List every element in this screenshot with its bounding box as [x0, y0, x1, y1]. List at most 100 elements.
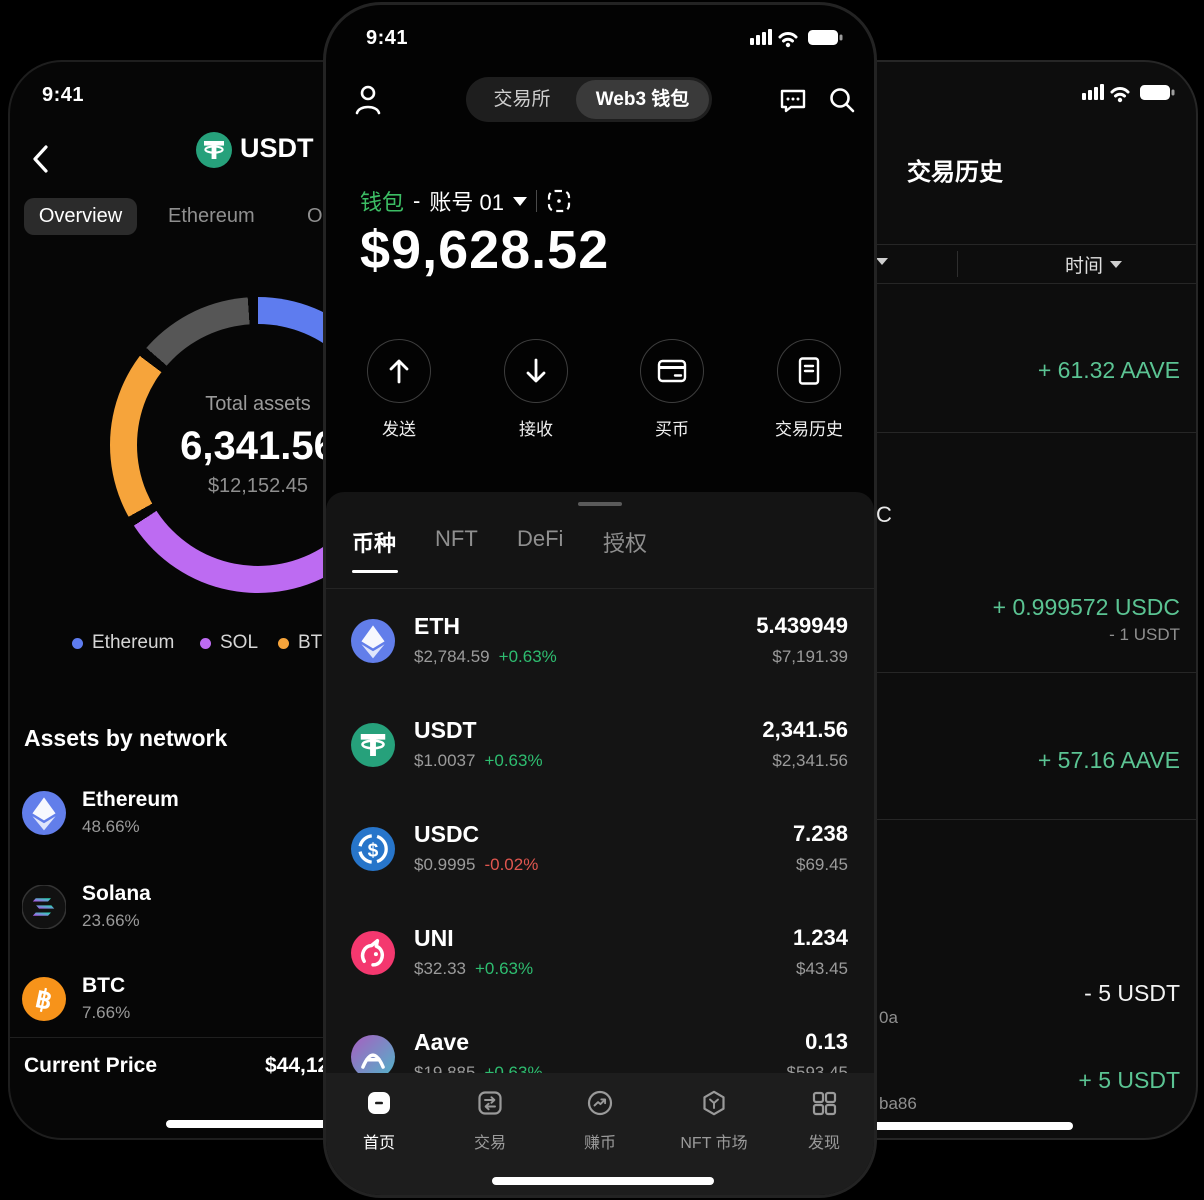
coin-value: $2,341.56: [772, 751, 848, 770]
section-title: Assets by network: [24, 725, 228, 751]
wallet-label: 钱包: [360, 190, 405, 215]
tab-overview[interactable]: Overview: [24, 198, 137, 235]
nav-label: 首页: [362, 1135, 395, 1152]
segmented-selected-pill: [576, 80, 709, 119]
coin-symbol: USDC: [414, 821, 480, 847]
tab-web3-wallet[interactable]: Web3 钱包: [595, 89, 690, 110]
legend-label: Ethereum: [92, 632, 175, 653]
buy-crypto-button[interactable]: 买币: [622, 339, 722, 440]
tab-defi[interactable]: DeFi: [517, 526, 564, 551]
total-assets-usd: $12,152.45: [207, 474, 309, 497]
network-percent: 48.66%: [82, 817, 140, 836]
filter-divider: [957, 251, 958, 277]
tab-nft[interactable]: NFT: [435, 526, 478, 551]
network-name: Solana: [82, 882, 151, 905]
segmented-control: 交易所 Web3 钱包: [466, 77, 712, 122]
drag-handle[interactable]: [578, 502, 622, 506]
nav-label: 交易: [473, 1135, 506, 1152]
current-price-label: Current Price: [24, 1054, 158, 1077]
legend-item-sol: SOL: [200, 632, 258, 654]
home-indicator[interactable]: [166, 1120, 466, 1128]
scan-icon[interactable]: [546, 188, 572, 214]
arrow-down-icon: [504, 339, 568, 403]
coin-change: +0.63%: [475, 959, 534, 978]
tx-amount: - 5 USDT: [1084, 980, 1180, 1006]
search-icon[interactable]: [827, 85, 857, 115]
divider: [646, 819, 1196, 820]
tab-approvals[interactable]: 授权: [603, 531, 648, 556]
tab-ethereum[interactable]: Ethereum: [168, 205, 255, 227]
receive-button[interactable]: 接收: [486, 339, 586, 440]
nav-trade[interactable]: 交易: [445, 1089, 535, 1153]
coin-row-eth[interactable]: ETH $2,784.59 +0.63% 5.439949 $7,191.39: [326, 589, 874, 693]
account-selector[interactable]: 钱包 - 账号 01: [360, 185, 572, 217]
home-indicator[interactable]: [492, 1177, 714, 1185]
divider: [646, 283, 1196, 284]
tx-amount: + 61.32 AAVE: [1037, 357, 1180, 383]
usdt-icon: [351, 723, 395, 767]
divider: [10, 1037, 618, 1038]
chevron-down-icon: [1110, 261, 1123, 268]
coin-row-usdt[interactable]: USDT $1.0037 +0.63% 2,341.56 $2,341.56: [326, 693, 874, 797]
aave-icon: [351, 1035, 395, 1079]
divider: [646, 244, 1196, 245]
active-tab-underline: [352, 570, 398, 573]
divider: [646, 672, 1196, 673]
tx-amount: + 5 USDT: [1078, 1067, 1180, 1093]
back-icon[interactable]: [30, 144, 52, 174]
legend-label: SOL: [220, 632, 259, 653]
coin-row-usdc[interactable]: $ USDC $0.9995 -0.02% 7.238 $69.45: [326, 797, 874, 901]
network-name: BTC: [82, 974, 126, 997]
discover-icon: [812, 1091, 837, 1116]
nav-home[interactable]: 首页: [334, 1089, 424, 1153]
total-assets-value: 6,341.56: [180, 423, 336, 468]
network-name: Ethereum: [82, 788, 179, 811]
action-label: 买币: [655, 420, 689, 439]
arrow-up-icon: [367, 339, 431, 403]
home-indicator[interactable]: [773, 1122, 1073, 1130]
profile-icon[interactable]: [352, 83, 384, 117]
tether-icon: [196, 132, 232, 168]
home-icon: [368, 1092, 390, 1114]
legend-item-ethereum: Ethereum: [72, 632, 174, 654]
history-button[interactable]: 交易历史: [759, 339, 859, 440]
coin-change: +0.63%: [484, 751, 543, 770]
time-filter-dropdown[interactable]: 时间: [1065, 251, 1123, 278]
coin-symbol: Aave: [414, 1029, 469, 1055]
coin-amount: 7.238: [792, 821, 848, 846]
coin-change: -0.02%: [484, 855, 539, 874]
send-button[interactable]: 发送: [349, 339, 449, 440]
account-name: 账号 01: [429, 190, 504, 215]
coin-price: $1.0037: [414, 751, 476, 770]
nav-earn[interactable]: 赚币: [555, 1089, 645, 1153]
coin-price: $2,784.59: [414, 647, 490, 666]
nav-nft-market[interactable]: NFT 市场: [661, 1089, 767, 1153]
chat-icon[interactable]: [778, 85, 808, 115]
tx-address-fragment: ba86: [879, 1094, 917, 1113]
coin-amount: 2,341.56: [762, 717, 848, 742]
coin-symbol: ETH: [414, 613, 460, 639]
tab-other[interactable]: O: [307, 205, 323, 227]
coin-amount: 0.13: [805, 1029, 848, 1054]
action-label: 交易历史: [775, 420, 843, 439]
tx-amount: + 57.16 AAVE: [1037, 747, 1180, 773]
tab-exchange[interactable]: 交易所: [493, 89, 551, 110]
filter-left-chevron-down-icon[interactable]: [876, 258, 888, 265]
coin-row-uni[interactable]: UNI $32.33 +0.63% 1.234 $43.45: [326, 901, 874, 1005]
tab-coins[interactable]: 币种: [352, 531, 397, 556]
phone-web3-wallet: 9:41 交易所 Web3 钱包: [323, 2, 877, 1198]
coin-price: $32.33: [414, 959, 466, 978]
action-label: 发送: [382, 420, 416, 439]
uni-icon: [351, 931, 395, 975]
chevron-down-icon: [512, 196, 527, 206]
current-price-value: $44,12: [265, 1054, 330, 1077]
svg-text:฿: ฿: [33, 985, 55, 1016]
page-title: USDT: [240, 133, 314, 163]
nav-discover[interactable]: 发现: [779, 1089, 869, 1153]
tx-amount: + 0.999572 USDC: [992, 594, 1180, 620]
usdc-icon: $: [351, 827, 395, 871]
legend-dot-btc: [278, 637, 289, 649]
nav-label: NFT 市场: [680, 1135, 748, 1152]
legend-dot-sol: [200, 637, 211, 649]
